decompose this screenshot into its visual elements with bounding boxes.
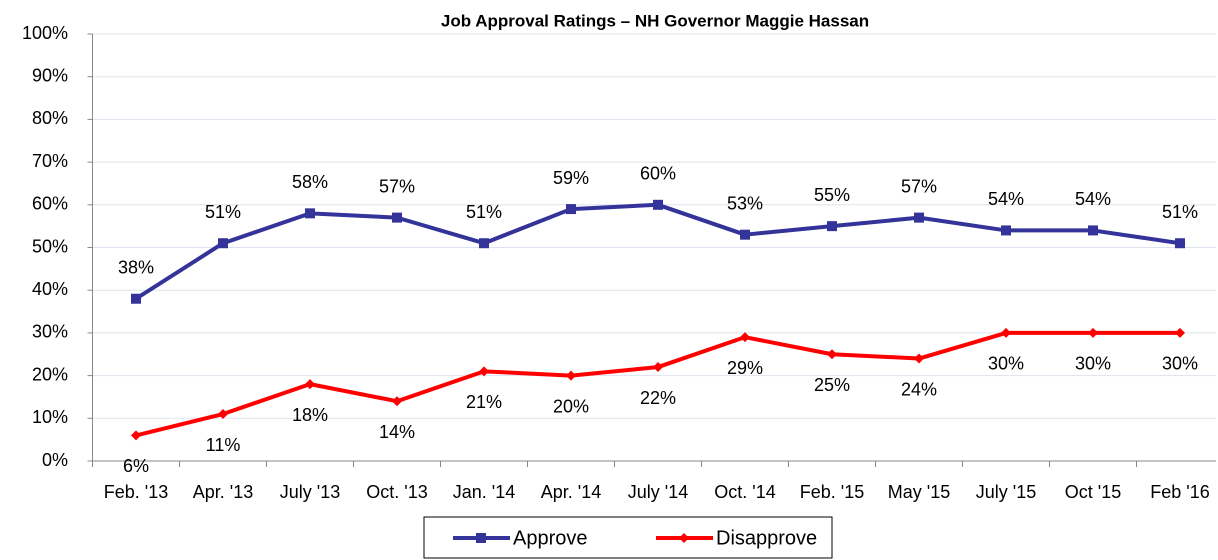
point — [218, 409, 228, 420]
data-label: 54% — [1075, 189, 1111, 209]
data-label: 59% — [553, 168, 589, 188]
point — [218, 238, 228, 249]
legend-marker — [679, 533, 689, 543]
x-tick-label: Apr. '13 — [193, 482, 253, 502]
point — [1001, 327, 1011, 338]
x-tick-label: Oct. '13 — [366, 482, 427, 502]
y-tick-label: 0% — [42, 450, 68, 470]
legend-label: Approve — [513, 527, 588, 549]
point — [305, 379, 315, 390]
data-label: 57% — [379, 176, 415, 196]
x-tick-label: July '15 — [976, 482, 1036, 502]
y-tick-label: 30% — [32, 322, 68, 342]
x-tick-label: Feb '16 — [1150, 482, 1209, 502]
point — [392, 396, 402, 407]
x-tick-label: Jan. '14 — [453, 482, 515, 502]
data-label: 30% — [1075, 354, 1111, 374]
data-label: 20% — [553, 396, 589, 416]
data-label: 21% — [466, 392, 502, 412]
data-label: 11% — [206, 435, 241, 455]
point — [1001, 225, 1011, 236]
y-tick-label: 50% — [32, 236, 68, 256]
x-tick-label: May '15 — [888, 482, 950, 502]
y-tick-label: 40% — [32, 279, 68, 299]
point — [305, 208, 315, 219]
point — [1175, 238, 1185, 249]
point — [914, 212, 924, 223]
data-label: 30% — [988, 354, 1024, 374]
data-label: 53% — [727, 193, 763, 213]
y-tick-label: 70% — [32, 151, 68, 171]
data-label: 51% — [205, 202, 241, 222]
x-tick-label: July '14 — [628, 482, 688, 502]
point — [1088, 225, 1098, 236]
data-label: 14% — [379, 422, 415, 442]
point — [740, 229, 750, 240]
legend-marker — [476, 533, 486, 543]
y-tick-label: 10% — [32, 407, 68, 427]
data-label: 6% — [123, 456, 149, 476]
point — [392, 212, 402, 223]
point — [131, 430, 141, 441]
point — [827, 221, 837, 232]
point — [653, 199, 663, 210]
x-tick-label: Oct '15 — [1065, 482, 1121, 502]
data-label: 29% — [727, 358, 763, 378]
data-label: 24% — [901, 379, 937, 399]
data-label: 60% — [640, 164, 676, 184]
chart-title: Job Approval Ratings – NH Governor Maggi… — [441, 11, 869, 30]
data-label: 51% — [1162, 202, 1198, 222]
y-tick-label: 80% — [32, 108, 68, 128]
data-label: 18% — [292, 405, 328, 425]
data-label: 22% — [640, 388, 676, 408]
data-label: 54% — [988, 189, 1024, 209]
point — [1088, 327, 1098, 338]
y-tick-label: 90% — [32, 65, 68, 85]
data-label: 30% — [1162, 354, 1198, 374]
point — [740, 332, 750, 343]
point — [131, 293, 141, 304]
x-tick-label: July '13 — [280, 482, 340, 502]
point — [914, 353, 924, 364]
x-tick-label: Feb. '13 — [104, 482, 168, 502]
point — [566, 204, 576, 215]
y-tick-label: 60% — [32, 194, 68, 214]
data-label: 55% — [814, 185, 850, 205]
point — [479, 238, 489, 249]
point — [479, 366, 489, 377]
data-label: 57% — [901, 176, 937, 196]
point — [827, 349, 837, 360]
data-label: 58% — [292, 172, 328, 192]
x-tick-label: Apr. '14 — [541, 482, 601, 502]
point — [653, 362, 663, 373]
x-tick-label: Feb. '15 — [800, 482, 864, 502]
data-label: 38% — [118, 257, 154, 277]
point — [566, 370, 576, 381]
x-tick-label: Oct. '14 — [714, 482, 775, 502]
y-tick-label: 20% — [32, 364, 68, 384]
data-label: 51% — [466, 202, 502, 222]
series-line — [134, 202, 1181, 301]
data-label: 25% — [814, 375, 850, 395]
legend-label: Disapprove — [716, 527, 817, 549]
point — [1175, 327, 1185, 338]
y-tick-label: 100% — [22, 23, 68, 43]
